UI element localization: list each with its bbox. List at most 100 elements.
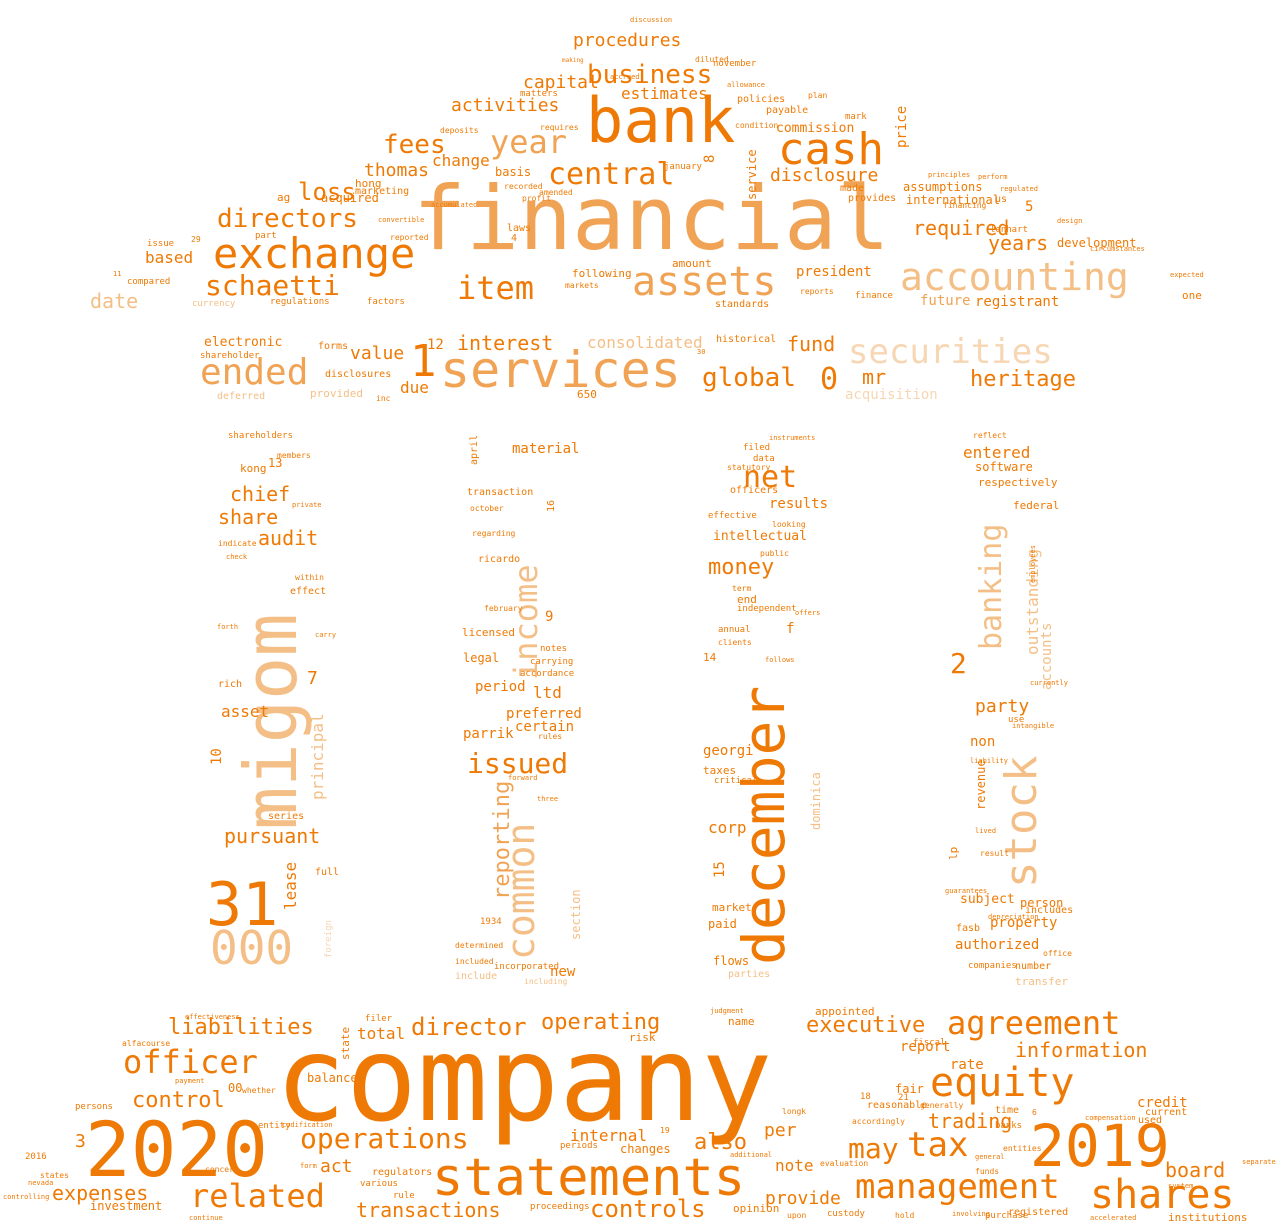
word-controls: controls	[590, 1195, 706, 1223]
word-regulated: regulated	[1000, 185, 1038, 193]
word-rich: rich	[218, 679, 243, 690]
word-lease: lease	[281, 861, 300, 910]
word-party: party	[975, 696, 1030, 717]
word-statements: statements	[432, 1148, 746, 1208]
word-issue: issue	[147, 239, 175, 249]
word-shareholders: shareholders	[228, 431, 294, 441]
word-migom: migom	[229, 613, 313, 830]
word-president: president	[796, 264, 872, 280]
word-chief: chief	[230, 482, 291, 506]
word-material: material	[512, 441, 580, 457]
word-licensed: licensed	[462, 626, 515, 639]
word-payable: payable	[766, 105, 809, 116]
word-market: market	[712, 901, 752, 914]
word-stock: stock	[996, 755, 1047, 888]
word-accrued: accrued	[610, 73, 640, 81]
word-act: act	[320, 1156, 353, 1177]
word-determined: determined	[455, 941, 504, 950]
word-also: also	[694, 1130, 747, 1155]
word-end: end	[737, 593, 757, 606]
word-provide: provide	[765, 1188, 841, 1209]
word-design: design	[1057, 217, 1083, 225]
word-schaetti: schaetti	[205, 269, 340, 302]
word-made: made	[840, 183, 865, 194]
word-looking: looking	[772, 520, 806, 529]
word-trading: trading	[928, 1109, 1013, 1133]
word-2019: 2019	[1030, 1112, 1170, 1180]
word-ltd: ltd	[533, 683, 562, 702]
word-tax: tax	[907, 1125, 969, 1165]
word-markets: markets	[565, 281, 599, 290]
word-value: value	[350, 343, 405, 364]
word-hong: hong	[355, 177, 382, 190]
word-procedures: procedures	[573, 30, 682, 51]
word-expected: expected	[1170, 271, 1204, 279]
word-forward: forward	[508, 774, 538, 782]
word-allowance: allowance	[727, 81, 765, 89]
word-21: 21	[898, 1093, 909, 1103]
word-custody: custody	[827, 1209, 865, 1219]
word-recorded: recorded	[504, 182, 543, 191]
word-banking: banking	[974, 523, 1009, 650]
word-generally: generally	[920, 1101, 964, 1110]
word-intangible: intangible	[1012, 722, 1055, 730]
word-basis: basis	[495, 165, 532, 179]
word-fees: fees	[383, 130, 446, 160]
word-per: per	[764, 1120, 797, 1141]
word-dominica: dominica	[809, 772, 823, 830]
word-principal: principal	[308, 713, 327, 800]
word-note: note	[775, 1156, 814, 1175]
word-year: year	[490, 123, 568, 161]
word-nevada: nevada	[28, 1179, 54, 1187]
word-circumstances: circumstances	[1090, 245, 1145, 253]
word-includes: includes	[1025, 905, 1074, 916]
word-ricardo: ricardo	[478, 554, 521, 565]
word-changes: changes	[620, 1142, 671, 1156]
word-information: information	[1015, 1038, 1148, 1062]
word-2020: 2020	[85, 1105, 269, 1194]
word-series: series	[268, 811, 305, 822]
word-banks: banks	[995, 1121, 1023, 1131]
word-effectiveness: effectiveness	[185, 1013, 240, 1021]
word-marketing: marketing	[355, 186, 410, 197]
word-entities: entities	[1003, 1144, 1042, 1153]
word-11: 11	[113, 270, 122, 278]
word-18: 18	[860, 1092, 871, 1102]
word-alfacourse: alfacourse	[122, 1039, 171, 1048]
word-time: time	[995, 1105, 1020, 1116]
word-international: international	[906, 193, 1000, 207]
word-executive: executive	[806, 1013, 926, 1038]
word-use: use	[1008, 715, 1025, 725]
word-activities: activities	[451, 95, 560, 116]
word-lived: lived	[975, 827, 997, 835]
word-fasb: fasb	[956, 923, 981, 934]
word-certain: certain	[515, 719, 575, 735]
word-involving: involving	[952, 1210, 990, 1218]
word-condition: condition	[735, 121, 779, 130]
word-used: used	[1138, 1115, 1163, 1126]
word-rules: rules	[538, 732, 563, 741]
word-depreciation: depreciation	[988, 913, 1039, 921]
word-rate: rate	[950, 1057, 984, 1073]
word-price: price	[894, 105, 910, 148]
word-years: years	[988, 231, 1049, 255]
word-30: 30	[697, 348, 706, 356]
word-registered: registered	[1008, 1207, 1069, 1218]
word-whether: whether	[242, 1086, 276, 1095]
word-reasonable: reasonable	[867, 1100, 928, 1111]
word-000: 000	[210, 921, 294, 975]
word-12: 12	[427, 337, 444, 353]
word-future: future	[920, 293, 971, 309]
word-various: various	[360, 1179, 398, 1189]
word-service: service	[745, 149, 759, 200]
word-interest: interest	[457, 331, 554, 355]
word-based: based	[145, 248, 194, 267]
word-accumulated: accumulated	[431, 201, 478, 209]
word-change: change	[432, 151, 490, 170]
word-april: april	[469, 434, 480, 465]
word-13: 13	[268, 456, 283, 470]
word-funds: funds	[975, 1167, 1000, 1176]
word-pursuant: pursuant	[224, 824, 321, 848]
word-provided: provided	[310, 387, 363, 400]
word-shareholder: shareholder	[200, 351, 260, 361]
